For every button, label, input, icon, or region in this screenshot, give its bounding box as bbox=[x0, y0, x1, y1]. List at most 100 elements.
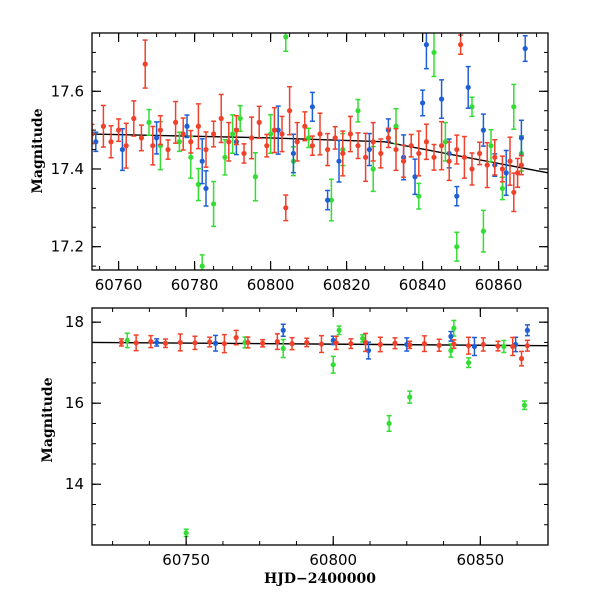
top-ticks: 60760 60780 60800 60820 60840 60860 17.2 17.4 17… bbox=[51, 32, 548, 294]
bottom-frame bbox=[91, 307, 549, 546]
x-tick-label: 60860 bbox=[475, 276, 523, 294]
data-point bbox=[230, 131, 236, 137]
data-point bbox=[355, 108, 361, 114]
top-y-axis-label: Magnitude bbox=[30, 108, 46, 193]
data-point bbox=[212, 340, 219, 346]
data-point bbox=[154, 135, 160, 141]
data-point bbox=[289, 341, 295, 347]
data-point bbox=[203, 146, 209, 153]
y-tick-label: 18 bbox=[65, 313, 84, 331]
x-tick-label: 60800 bbox=[309, 551, 357, 569]
data-point bbox=[488, 143, 494, 149]
data-point bbox=[454, 244, 460, 250]
data-point bbox=[188, 139, 194, 145]
data-point bbox=[431, 154, 437, 160]
data-point bbox=[199, 263, 205, 269]
data-point bbox=[199, 158, 205, 164]
data-point bbox=[495, 343, 501, 349]
data-point bbox=[393, 123, 399, 129]
data-point bbox=[370, 166, 376, 172]
series-blue bbox=[154, 323, 531, 360]
y-tick-label: 17.6 bbox=[51, 82, 84, 100]
data-point bbox=[203, 185, 209, 192]
series-red bbox=[118, 329, 531, 367]
series-green bbox=[146, 33, 525, 270]
data-point bbox=[264, 143, 270, 149]
data-point bbox=[330, 362, 336, 368]
x-tick-label: 60760 bbox=[95, 276, 143, 294]
series-green bbox=[124, 319, 528, 538]
data-point bbox=[275, 127, 281, 133]
data-point bbox=[401, 158, 407, 164]
data-point bbox=[501, 343, 507, 350]
data-point bbox=[365, 347, 372, 354]
data-point bbox=[207, 339, 213, 345]
data-point bbox=[192, 340, 198, 346]
data-point bbox=[442, 139, 448, 145]
data-point bbox=[392, 340, 398, 346]
data-point bbox=[480, 127, 486, 133]
top-frame bbox=[91, 32, 549, 271]
data-point bbox=[333, 340, 339, 346]
data-point bbox=[188, 154, 194, 160]
data-point bbox=[378, 150, 384, 157]
data-point bbox=[245, 339, 251, 346]
bottom-y-axis-label: Magnitude bbox=[40, 377, 56, 462]
data-point bbox=[423, 42, 429, 48]
data-point bbox=[412, 174, 418, 180]
data-point bbox=[256, 119, 262, 125]
data-point bbox=[393, 146, 399, 153]
x-tick-label: 60750 bbox=[162, 551, 210, 569]
data-point bbox=[521, 402, 528, 408]
data-point bbox=[165, 146, 171, 153]
data-point bbox=[451, 325, 457, 331]
data-point bbox=[302, 123, 308, 129]
data-point bbox=[283, 205, 289, 211]
data-point bbox=[138, 135, 144, 141]
data-point bbox=[439, 143, 445, 149]
x-tick-label: 60820 bbox=[323, 276, 371, 294]
data-point bbox=[218, 115, 224, 122]
data-point bbox=[420, 100, 426, 106]
data-point bbox=[123, 143, 129, 149]
data-point bbox=[271, 127, 277, 133]
top-data bbox=[92, 33, 548, 270]
series-blue bbox=[93, 33, 528, 211]
data-point bbox=[118, 339, 125, 346]
data-point bbox=[518, 135, 525, 141]
data-point bbox=[290, 150, 296, 157]
data-point bbox=[124, 337, 130, 344]
data-point bbox=[280, 327, 286, 333]
data-point bbox=[173, 119, 179, 125]
data-point bbox=[146, 119, 152, 125]
data-point bbox=[221, 341, 227, 347]
data-point bbox=[370, 139, 376, 145]
data-point bbox=[461, 154, 467, 160]
data-point bbox=[119, 146, 125, 153]
data-point bbox=[518, 162, 525, 168]
data-point bbox=[237, 115, 243, 122]
data-point bbox=[328, 197, 334, 203]
data-point bbox=[142, 61, 148, 67]
data-point bbox=[241, 150, 247, 157]
data-point bbox=[436, 342, 442, 348]
data-point bbox=[363, 339, 369, 346]
data-point bbox=[448, 333, 454, 339]
data-point bbox=[522, 45, 528, 52]
data-point bbox=[148, 339, 154, 345]
data-point bbox=[233, 127, 239, 133]
data-point bbox=[108, 139, 114, 145]
data-point bbox=[524, 343, 531, 349]
data-point bbox=[363, 154, 369, 160]
data-point bbox=[465, 343, 472, 349]
data-point bbox=[421, 341, 428, 347]
data-point bbox=[524, 327, 531, 333]
data-point bbox=[377, 341, 383, 348]
data-point bbox=[503, 170, 509, 176]
data-point bbox=[116, 127, 122, 133]
data-point bbox=[332, 135, 338, 141]
data-point bbox=[309, 143, 315, 149]
data-point bbox=[454, 193, 460, 199]
y-tick-label: 17.2 bbox=[51, 238, 84, 256]
data-point bbox=[510, 343, 516, 350]
